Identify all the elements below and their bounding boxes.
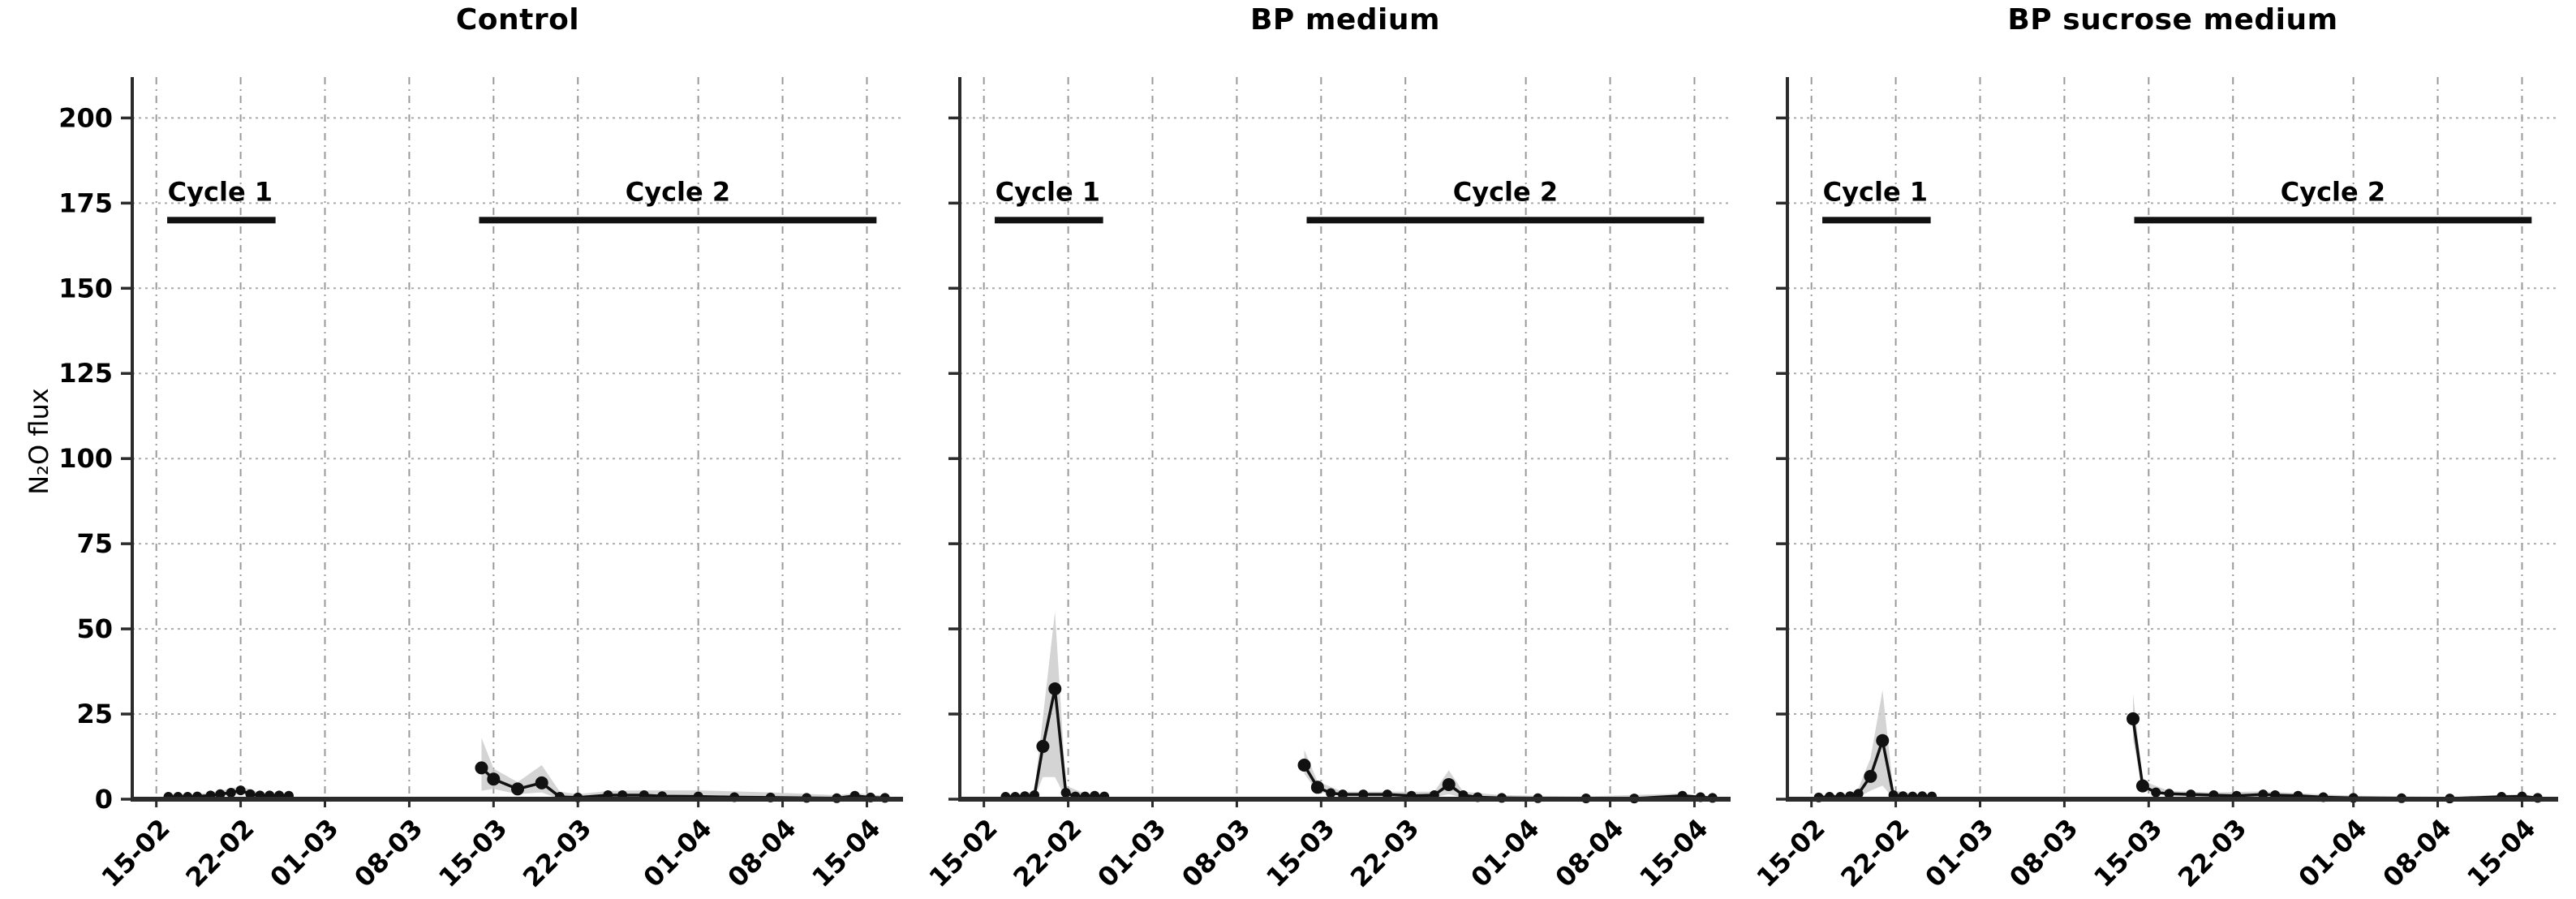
cycle-label: Cycle 2 [2281,176,2385,207]
data-point-marker [1876,733,1890,747]
cycle-bar [1822,217,1931,224]
y-tick-label: 125 [58,358,113,389]
x-tick-label: 15-04 [1633,813,1714,893]
x-tick-label: 15-02 [95,813,175,893]
error-ribbon [1005,612,1105,799]
cycle-bar [1306,217,1705,224]
x-tick-label: 01-03 [1919,813,1999,893]
panel-title-control: Control [455,3,580,37]
x-tick-label: 15-03 [2088,813,2168,893]
cycle-bar [995,217,1103,224]
x-tick-label: 15-03 [432,813,513,893]
x-tick-label: 08-03 [1176,813,1256,893]
x-tick-label: 15-02 [922,813,1003,893]
x-tick-label: 08-04 [721,813,802,893]
data-point-marker [1048,682,1062,695]
data-point-marker [2164,789,2174,799]
error-ribbon [1818,690,1933,799]
data-point-marker [475,761,488,775]
y-tick-label: 100 [58,443,113,474]
x-tick-label: 22-02 [1834,813,1915,893]
y-tick-label: 200 [58,102,113,133]
data-point-marker [1442,777,1456,791]
cycle-label: Cycle 1 [996,176,1100,207]
data-point-marker [1310,781,1324,794]
cycle-label: Cycle 2 [626,176,730,207]
y-tick-label: 0 [95,784,113,815]
x-tick-label: 08-03 [348,813,428,893]
data-point-marker [487,772,501,786]
cycle-bar [479,217,877,224]
x-tick-label: 22-03 [2172,813,2252,893]
data-point-marker [511,782,524,796]
data-point-marker [2127,712,2140,725]
panel-2: 15-02 22-02 01-03 08-03 15-03 22-03 01-04 08-04… [1750,77,2558,893]
panel-title-bp-medium: BP medium [1249,3,1441,37]
x-tick-label: 22-03 [517,813,597,893]
cycle-label: Cycle 2 [1453,176,1558,207]
data-point-marker [1060,788,1071,798]
cycle-bar [2134,217,2532,224]
error-ribbon [2133,693,2538,799]
data-point-marker [2151,787,2161,798]
x-tick-label: 08-04 [2376,813,2457,893]
x-tick-label: 01-03 [264,813,344,893]
series-line [2131,718,2538,800]
x-tick-label: 08-03 [2003,813,2084,893]
x-tick-label: 01-04 [1464,813,1545,893]
y-tick-label: 75 [76,528,113,559]
cycle-label: Cycle 1 [1823,176,1928,207]
x-tick-label: 15-02 [1750,813,1830,893]
x-tick-label: 01-04 [637,813,717,893]
panel-title-bp-sucrose-medium: BP sucrose medium [2007,3,2338,37]
panel-1: 15-02 22-02 01-03 08-03 15-03 22-03 01-04 08-04… [922,77,1731,893]
x-tick-label: 22-02 [1007,813,1087,893]
x-tick-label: 01-04 [2292,813,2372,893]
x-tick-label: 01-03 [1091,813,1172,893]
data-point-marker [215,789,226,799]
y-tick-label: 175 [58,187,113,218]
data-point-marker [245,789,256,799]
y-tick-label: 25 [76,699,113,729]
cycle-bar [167,217,276,224]
data-point-marker [535,776,548,789]
x-tick-label: 08-04 [1549,813,1629,893]
cycle-label: Cycle 1 [168,176,273,207]
x-tick-label: 15-04 [2461,813,2541,893]
data-point-marker [1036,739,1050,753]
data-point-marker [1326,788,1336,798]
data-point-marker [1864,769,1877,783]
x-tick-label: 22-02 [179,813,260,893]
y-tick-label: 50 [76,613,113,644]
error-ribbon [481,738,885,799]
x-tick-label: 22-03 [1344,813,1425,893]
data-point-marker [226,788,236,798]
y-tick-label: 150 [58,273,113,303]
data-point-marker [2135,779,2149,793]
data-point-marker [235,785,246,796]
x-tick-label: 15-03 [1260,813,1340,893]
data-point-marker [1853,789,1864,799]
x-tick-label: 15-04 [806,813,886,893]
data-point-marker [1297,759,1311,772]
